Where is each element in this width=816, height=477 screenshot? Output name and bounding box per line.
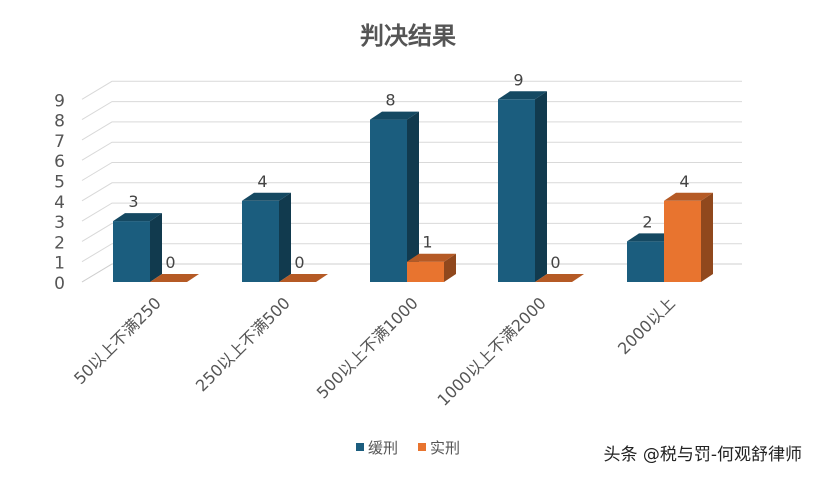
x-tick-label: 2000以上 <box>614 293 679 358</box>
bar-front <box>627 241 664 282</box>
bar <box>113 213 162 282</box>
watermark: 头条 @税与罚-何观舒律师 <box>603 445 802 465</box>
bar <box>407 253 456 282</box>
bar-top <box>498 91 547 100</box>
bar-top <box>627 233 676 242</box>
bar <box>279 274 328 282</box>
bar-front <box>113 221 150 282</box>
y-tick-label: 0 <box>54 274 65 294</box>
x-tick-label: 50以上不满250 <box>70 293 165 388</box>
bar-front <box>370 119 407 282</box>
y-tick-label: 7 <box>54 132 65 152</box>
gridline <box>81 80 742 100</box>
bar-top <box>535 274 584 282</box>
data-label: 4 <box>679 172 689 191</box>
bar-side <box>407 111 419 282</box>
bar <box>498 91 547 282</box>
bar-side <box>701 192 713 282</box>
bar-front <box>242 200 279 282</box>
legend-label: 缓刑 <box>368 439 398 457</box>
x-tick-label: 250以上不满500 <box>192 293 294 395</box>
legend-swatch <box>418 443 426 451</box>
data-label: 3 <box>128 192 138 211</box>
data-label: 8 <box>385 91 395 110</box>
bar <box>370 111 419 282</box>
y-tick-label: 9 <box>54 91 65 111</box>
chart-title: 判决结果 <box>360 22 456 50</box>
data-label: 0 <box>550 253 560 272</box>
data-label: 1 <box>422 233 432 252</box>
x-axis: 50以上不满250 250以上不满500 500以上不满1000 1000以上不满20… <box>70 293 679 409</box>
data-label: 9 <box>513 70 523 89</box>
bar <box>242 192 291 282</box>
legend: 缓刑 实刑 <box>356 439 460 457</box>
data-label: 0 <box>294 253 304 272</box>
data-label: 4 <box>257 172 267 191</box>
y-tick-label: 2 <box>54 233 65 253</box>
bar-top <box>242 192 291 201</box>
bar <box>150 274 199 282</box>
bar-side <box>150 213 162 282</box>
y-tick-label: 4 <box>54 193 65 213</box>
y-tick-label: 6 <box>54 152 65 172</box>
bar-top <box>150 274 199 282</box>
legend-label: 实刑 <box>430 439 460 457</box>
bar <box>535 274 584 282</box>
y-tick-label: 5 <box>54 173 65 193</box>
y-tick-label: 3 <box>54 213 65 233</box>
bar-top <box>370 111 419 120</box>
x-tick-label: 500以上不满1000 <box>313 293 422 402</box>
bar-front <box>407 261 444 282</box>
bar-front <box>664 200 701 282</box>
bar-side <box>444 253 456 282</box>
bar-top <box>407 253 456 262</box>
y-tick-label: 1 <box>54 254 65 274</box>
x-tick-label: 1000以上不满2000 <box>434 293 550 409</box>
bar-top <box>113 213 162 222</box>
y-tick-label: 8 <box>54 112 65 132</box>
bar-front <box>498 99 535 282</box>
bar-top <box>664 192 713 201</box>
legend-swatch <box>356 443 364 451</box>
bar-side <box>279 192 291 282</box>
bar-top <box>279 274 328 282</box>
bar <box>664 192 713 282</box>
data-label: 2 <box>642 212 652 231</box>
gridlines <box>81 80 742 283</box>
bar-side <box>535 91 547 282</box>
data-label: 0 <box>165 253 175 272</box>
bars: 3 0 4 0 8 1 9 0 2 4 <box>113 70 713 282</box>
